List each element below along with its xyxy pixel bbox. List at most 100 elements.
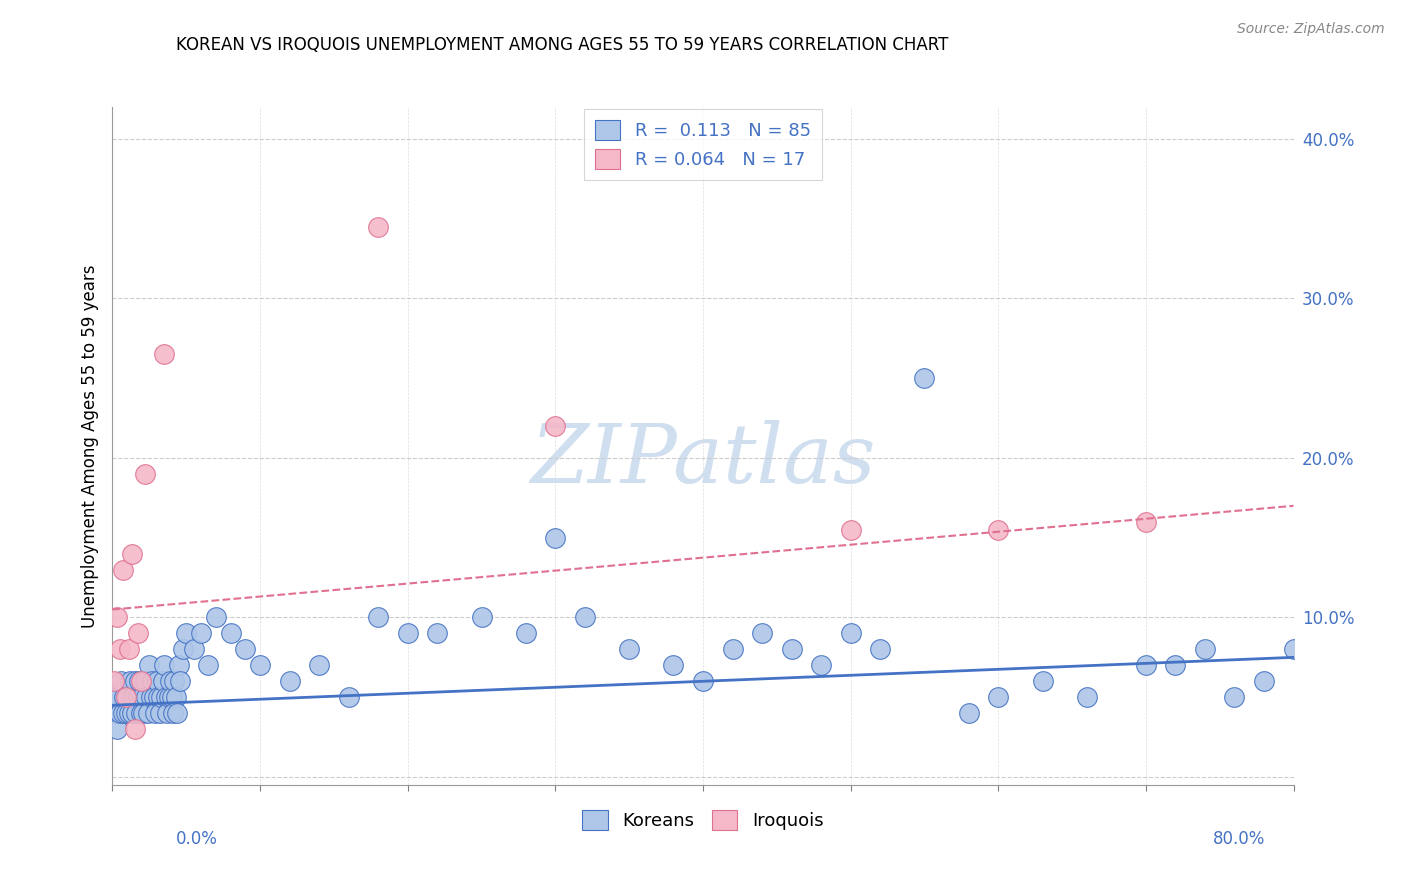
Point — [112, 690, 135, 705]
Point — [121, 706, 143, 721]
Point — [810, 658, 832, 673]
Point — [124, 674, 146, 689]
Point — [107, 690, 129, 705]
Point — [153, 347, 176, 361]
Point — [103, 706, 125, 721]
Point — [103, 674, 125, 689]
Point — [987, 523, 1010, 537]
Point — [141, 674, 163, 689]
Point — [780, 642, 803, 657]
Point — [111, 563, 134, 577]
Point — [1223, 690, 1246, 705]
Point — [114, 706, 136, 721]
Point — [163, 674, 186, 689]
Point — [129, 706, 152, 721]
Text: ZIPatlas: ZIPatlas — [530, 419, 876, 500]
Point — [136, 706, 159, 721]
Point — [544, 419, 567, 434]
Point — [839, 523, 862, 537]
Point — [132, 706, 155, 721]
Point — [1076, 690, 1098, 705]
Point — [108, 706, 131, 721]
Point — [1032, 674, 1054, 689]
Point — [1164, 658, 1187, 673]
Point — [367, 219, 389, 234]
Legend: Koreans, Iroquois: Koreans, Iroquois — [575, 803, 831, 837]
Point — [104, 690, 127, 705]
Point — [619, 642, 641, 657]
Point — [249, 658, 271, 673]
Point — [839, 626, 862, 640]
Text: KOREAN VS IROQUOIS UNEMPLOYMENT AMONG AGES 55 TO 59 YEARS CORRELATION CHART: KOREAN VS IROQUOIS UNEMPLOYMENT AMONG AG… — [176, 36, 948, 54]
Point — [544, 531, 567, 545]
Point — [987, 690, 1010, 705]
Point — [149, 706, 172, 721]
Point — [134, 674, 156, 689]
Point — [156, 706, 179, 721]
Point — [165, 690, 187, 705]
Point — [367, 610, 389, 624]
Point — [160, 690, 183, 705]
Point — [159, 674, 181, 689]
Point — [143, 706, 166, 721]
Text: Source: ZipAtlas.com: Source: ZipAtlas.com — [1237, 22, 1385, 37]
Text: 80.0%: 80.0% — [1213, 830, 1265, 847]
Point — [183, 642, 205, 657]
Text: 0.0%: 0.0% — [176, 830, 218, 847]
Point — [574, 610, 596, 624]
Point — [134, 467, 156, 481]
Point — [957, 706, 980, 721]
Point — [150, 690, 173, 705]
Point — [138, 658, 160, 673]
Point — [111, 706, 134, 721]
Y-axis label: Unemployment Among Ages 55 to 59 years: Unemployment Among Ages 55 to 59 years — [80, 264, 98, 628]
Point — [337, 690, 360, 705]
Point — [205, 610, 228, 624]
Point — [114, 690, 136, 705]
Point — [120, 674, 142, 689]
Point — [105, 610, 128, 624]
Point — [131, 690, 153, 705]
Point — [190, 626, 212, 640]
Point — [148, 690, 170, 705]
Point — [152, 674, 174, 689]
Point — [396, 626, 419, 640]
Point — [278, 674, 301, 689]
Point — [426, 626, 449, 640]
Point — [662, 658, 685, 673]
Point — [124, 722, 146, 736]
Point — [1135, 515, 1157, 529]
Point — [157, 690, 180, 705]
Point — [166, 706, 188, 721]
Point — [869, 642, 891, 657]
Point — [127, 690, 149, 705]
Point — [219, 626, 242, 640]
Point — [155, 690, 177, 705]
Point — [110, 674, 132, 689]
Point — [122, 690, 145, 705]
Point — [142, 690, 165, 705]
Point — [105, 722, 128, 736]
Point — [127, 626, 149, 640]
Point — [470, 610, 494, 624]
Point — [139, 690, 162, 705]
Point — [129, 674, 152, 689]
Point — [118, 706, 141, 721]
Point — [721, 642, 744, 657]
Point — [197, 658, 219, 673]
Point — [135, 690, 157, 705]
Point — [169, 674, 191, 689]
Point — [308, 658, 330, 673]
Point — [128, 674, 150, 689]
Point — [118, 642, 141, 657]
Point — [233, 642, 256, 657]
Point — [1135, 658, 1157, 673]
Point — [692, 674, 714, 689]
Point — [125, 706, 148, 721]
Point — [1282, 642, 1305, 657]
Point — [172, 642, 194, 657]
Point — [914, 371, 936, 385]
Point — [162, 706, 184, 721]
Point — [1194, 642, 1216, 657]
Point — [108, 642, 131, 657]
